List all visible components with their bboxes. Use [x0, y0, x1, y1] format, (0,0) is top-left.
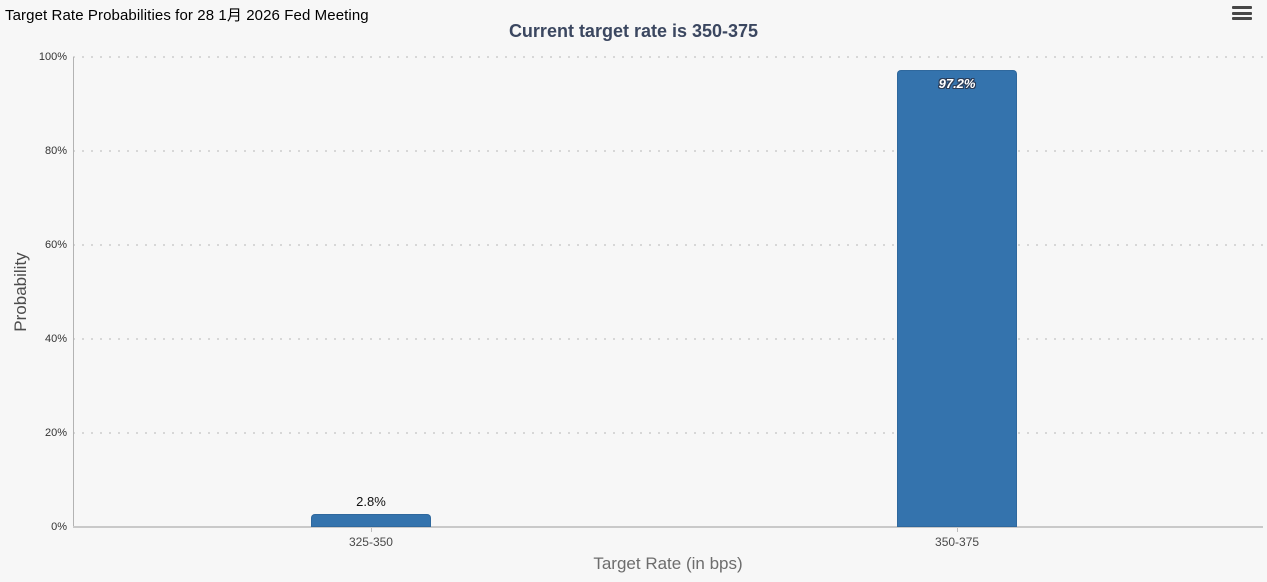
bar-value-label: 97.2% — [938, 76, 976, 91]
plot-area — [73, 56, 1263, 527]
y-axis-tick-label: 20% — [44, 427, 67, 439]
y-axis-tick-label: 0% — [51, 521, 67, 533]
y-axis-tick-label: 40% — [44, 333, 67, 345]
y-axis-tick-label: 60% — [44, 239, 67, 251]
y-axis-tick-label: 100% — [38, 51, 67, 63]
bar-value-label: 2.8% — [356, 494, 386, 509]
y-axis-tick-label: 80% — [44, 145, 67, 157]
y-axis-title: Probability — [11, 252, 30, 332]
chart-context-menu-button[interactable] — [1229, 3, 1255, 25]
chart-title: Current target rate is 350-375 — [508, 21, 759, 41]
page-title: Target Rate Probabilities for 28 1月 2026… — [5, 7, 369, 24]
bar-350-375[interactable] — [897, 70, 1018, 527]
x-axis-title: Target Rate (in bps) — [593, 554, 743, 573]
x-category-label-350-375: 350-375 — [935, 535, 980, 549]
x-axis-tick — [957, 528, 959, 532]
y-axis-line — [73, 57, 74, 527]
x-category-label-325-350: 325-350 — [348, 535, 393, 549]
hamburger-menu-icon — [1232, 6, 1252, 20]
gridline-100% — [73, 56, 1263, 58]
gridline-80% — [73, 150, 1263, 152]
gridline-40% — [73, 338, 1263, 340]
gridline-60% — [73, 244, 1263, 246]
gridline-20% — [73, 432, 1263, 434]
bar-325-350[interactable] — [310, 514, 431, 527]
x-axis-line — [73, 526, 1263, 528]
x-axis-tick — [370, 528, 372, 532]
